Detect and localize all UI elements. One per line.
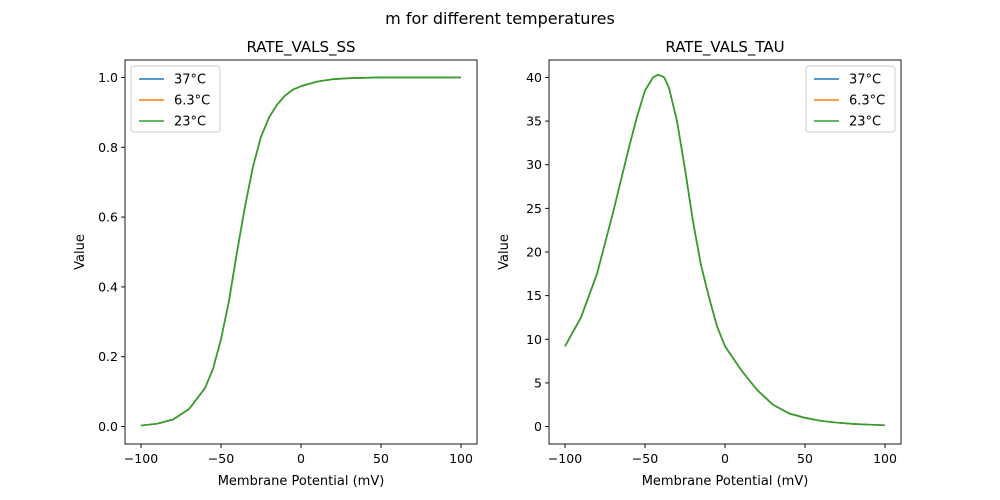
x-tick-label: 0	[297, 451, 305, 466]
axes-container: RATE_VALS_SS−100 −50 0 50 1000.00.20.40.60.8…	[73, 38, 902, 489]
x-axis-label: Membrane Potential (mV)	[218, 474, 385, 489]
subplot-1: RATE_VALS_SS −100 −50 0 50 100 0.0 0.2 0.4 0.6 0.8…	[73, 38, 478, 489]
legend-frame	[130, 65, 221, 133]
y-tick-label: 0.8	[98, 140, 118, 155]
legend-label: 6.3°C	[849, 94, 885, 109]
x-tick-label: 50	[373, 451, 389, 466]
x-tick-label: −100	[548, 451, 582, 466]
legend: 37°C 6.3°C 23°C	[805, 65, 896, 133]
subplot-title: RATE_VALS_SS	[246, 38, 355, 57]
y-tick-label: 15	[526, 288, 542, 303]
figure-suptitle: m for different temperatures	[385, 9, 615, 28]
series-line-3	[140, 76, 461, 427]
legend-label: 37°C	[174, 73, 206, 88]
x-tick-label: 0	[721, 451, 729, 466]
x-tick-label: −100	[124, 451, 158, 466]
legend-label: 37°C	[849, 73, 881, 88]
legend-label: 23°C	[174, 115, 206, 130]
y-tick-label: 35	[526, 114, 542, 129]
y-tick-label: 5	[534, 375, 542, 390]
x-tick-label: 50	[797, 451, 813, 466]
y-axis-label: Value	[497, 234, 512, 270]
legend: 37°C 6.3°C 23°C	[130, 65, 221, 133]
series-line-3	[564, 74, 886, 427]
y-tick-label: 0.6	[98, 210, 118, 225]
y-tick-label: 0.2	[98, 349, 118, 364]
subplot-2: RATE_VALS_TAU −100 −50 0 50 100 0 5 10 15 20 25 30 35…	[497, 38, 902, 489]
x-tick-label: 100	[449, 451, 473, 466]
series-group	[564, 74, 886, 427]
y-tick-label: 30	[526, 157, 542, 172]
y-tick-label: 20	[526, 245, 542, 260]
legend-label: 23°C	[849, 115, 881, 130]
legend-frame	[805, 65, 896, 133]
y-tick-label: 25	[526, 201, 542, 216]
series-group	[140, 76, 461, 427]
subplot-title: RATE_VALS_TAU	[665, 38, 784, 57]
legend-label: 6.3°C	[174, 94, 210, 109]
x-axis-label: Membrane Potential (mV)	[642, 474, 809, 489]
y-tick-label: 0.4	[98, 279, 118, 294]
x-tick-label: −50	[632, 451, 658, 466]
y-tick-label: 40	[526, 70, 542, 85]
x-tick-label: 100	[873, 451, 897, 466]
y-tick-label: 1.0	[98, 70, 118, 85]
x-tick-label: −50	[208, 451, 234, 466]
y-axis-label: Value	[73, 234, 88, 270]
y-tick-label: 10	[526, 332, 542, 347]
y-tick-label: 0.0	[98, 419, 118, 434]
y-tick-label: 0	[534, 419, 542, 434]
